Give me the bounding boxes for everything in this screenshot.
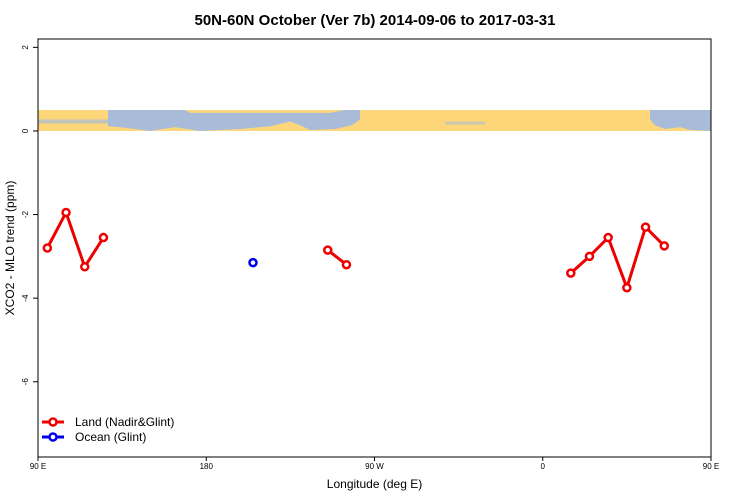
data-point xyxy=(323,245,333,255)
legend-item: Ocean (Glint) xyxy=(42,430,146,444)
data-point xyxy=(341,259,352,270)
legend-swatch-marker xyxy=(48,417,58,427)
series-line xyxy=(46,208,105,271)
y-axis: 2 0 -2 -4 -6 xyxy=(21,45,38,386)
map-strip xyxy=(38,110,711,131)
data-point xyxy=(659,241,670,251)
map-ocean-region xyxy=(38,119,158,124)
data-point xyxy=(61,207,71,218)
data-point xyxy=(98,232,109,243)
y-tick-label: -4 xyxy=(21,294,30,302)
x-tick-label: 90 W xyxy=(365,462,384,471)
data-point xyxy=(584,251,595,262)
legend: Land (Nadir&Glint)Ocean (Glint) xyxy=(42,415,174,444)
data-point xyxy=(42,243,53,253)
x-tick-label: 90 E xyxy=(30,462,46,471)
series-ocean xyxy=(248,257,258,268)
y-tick-label: 0 xyxy=(21,128,30,133)
y-axis-label: XCO2 - MLO trend (ppm) xyxy=(3,181,17,316)
plot-frame xyxy=(37,38,712,458)
legend-swatch-marker xyxy=(48,432,58,442)
y-tick-label: 2 xyxy=(21,45,30,50)
series-land xyxy=(42,207,750,293)
data-point xyxy=(603,232,613,243)
series-line xyxy=(569,224,666,293)
map-ocean-region xyxy=(445,121,485,125)
series-layer xyxy=(42,207,750,293)
map-ocean-region xyxy=(650,110,711,131)
data-point xyxy=(640,222,651,232)
series-line xyxy=(720,212,750,266)
legend-label: Ocean (Glint) xyxy=(75,430,146,444)
x-axis-label: Longitude (deg E) xyxy=(327,477,422,491)
legend-label: Land (Nadir&Glint) xyxy=(75,415,174,429)
map-ocean-region xyxy=(108,110,360,131)
data-point xyxy=(622,282,632,293)
y-tick-label: -6 xyxy=(21,378,30,386)
x-axis: 90 E 180 90 W 0 90 E xyxy=(30,457,719,471)
data-point xyxy=(79,262,90,272)
legend-item: Land (Nadir&Glint) xyxy=(42,415,174,429)
y-tick-label: -2 xyxy=(21,210,30,218)
x-tick-label: 90 E xyxy=(703,462,719,471)
chart-title: 50N-60N October (Ver 7b) 2014-09-06 to 2… xyxy=(194,12,555,29)
x-tick-label: 0 xyxy=(541,462,546,471)
data-point xyxy=(248,257,258,268)
data-point xyxy=(566,268,576,278)
x-tick-label: 180 xyxy=(200,462,214,471)
